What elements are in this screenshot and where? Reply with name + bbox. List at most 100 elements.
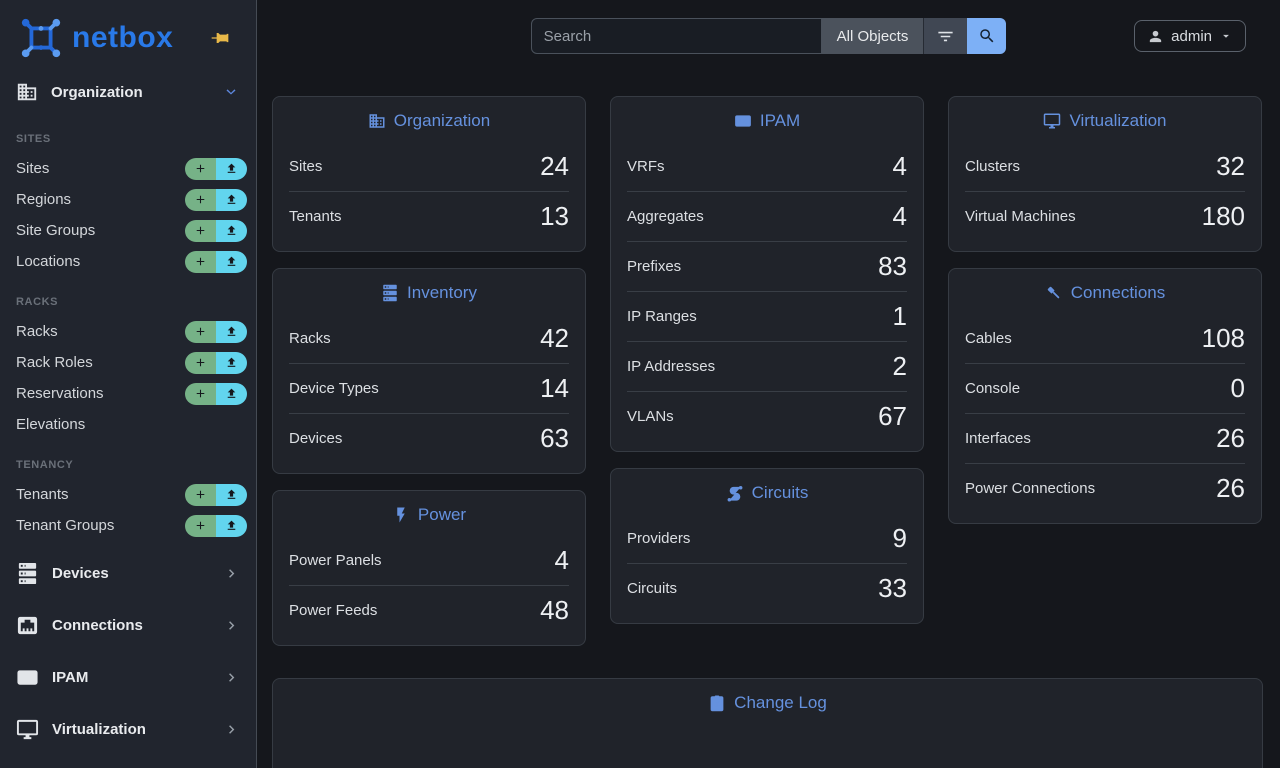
sidebar-item-site-groups: Site Groups: [0, 215, 256, 246]
card-circuits-header[interactable]: Circuits: [611, 469, 923, 511]
add-button[interactable]: [185, 219, 216, 242]
card-virtualization: Virtualization Clusters 32 Virtual Machi…: [948, 96, 1262, 252]
svg-text:12: 12: [738, 119, 746, 126]
card-inventory: Inventory Racks 42 Device Types 14 Devic…: [272, 268, 586, 474]
chevron-down-icon: [222, 83, 240, 101]
sidebar-section-tenancy: TENANCY Tenants Tenant Groups: [0, 453, 256, 541]
stat-row: Circuits 33: [627, 563, 907, 613]
filter-icon: [938, 31, 953, 41]
card-organization: Organization Sites 24 Tenants 13: [272, 96, 586, 252]
netbox-logo-icon: [21, 18, 61, 58]
search-input[interactable]: [530, 18, 822, 54]
sidebar-item-racks: Racks: [0, 316, 256, 347]
user-menu-button[interactable]: admin: [1134, 20, 1246, 52]
chevron-right-icon: [223, 721, 240, 738]
card-power-header[interactable]: Power: [273, 491, 585, 533]
card-inventory-header[interactable]: Inventory: [273, 269, 585, 311]
sidebar-item-locations: Locations: [0, 246, 256, 277]
clipboard-clock-icon: [708, 694, 726, 712]
card-ipam: 12 IPAM VRFs 4 Aggregates 4: [610, 96, 924, 452]
stat-row: Clusters 32: [965, 150, 1245, 181]
add-button[interactable]: [185, 351, 216, 374]
stat-row: Providers 9: [627, 522, 907, 553]
sidebar-section-racks: RACKS Racks Rack Roles Reservations Elev…: [0, 290, 256, 440]
counter-icon: 12: [734, 112, 752, 130]
sidebar-item-regions: Regions: [0, 184, 256, 215]
lightning-bolt-icon: [392, 506, 410, 524]
server-icon: [381, 284, 399, 302]
sidebar-item-sites: Sites: [0, 153, 256, 184]
sidebar-item-connections[interactable]: Connections: [0, 599, 256, 651]
stat-row: Virtual Machines 180: [965, 191, 1245, 241]
stat-row: Racks 42: [289, 322, 569, 353]
add-button[interactable]: [185, 157, 216, 180]
search-scope-button[interactable]: All Objects: [821, 18, 924, 54]
sidebar-item-elevations: Elevations: [16, 416, 86, 433]
stat-row: Console 0: [965, 363, 1245, 413]
sidebar-item-organization[interactable]: Organization: [0, 70, 256, 114]
card-changelog-header[interactable]: Change Log: [273, 679, 1262, 721]
import-button[interactable]: [216, 250, 247, 273]
stat-row: Power Feeds 48: [289, 585, 569, 635]
global-search: All Objects: [530, 18, 1007, 54]
card-connections-header[interactable]: Connections: [949, 269, 1261, 311]
stat-row: IP Ranges 1: [627, 291, 907, 341]
svg-text:12: 12: [21, 672, 31, 682]
import-button[interactable]: [216, 320, 247, 343]
chevron-right-icon: [223, 617, 240, 634]
stat-row: VRFs 4: [627, 150, 907, 181]
card-ipam-header[interactable]: 12 IPAM: [611, 97, 923, 139]
add-button[interactable]: [185, 382, 216, 405]
stat-row: Power Panels 4: [289, 544, 569, 575]
netbox-logo[interactable]: netbox: [18, 15, 173, 61]
stat-row: VLANs 67: [627, 391, 907, 441]
sidebar-item-reservations: Reservations: [0, 378, 256, 409]
sidebar-item-devices[interactable]: Devices: [0, 547, 256, 599]
add-button[interactable]: [185, 188, 216, 211]
stat-row: Prefixes 83: [627, 241, 907, 291]
sidebar-item-ipam[interactable]: 12 IPAM: [0, 651, 256, 703]
search-button[interactable]: [967, 18, 1007, 54]
sidebar-item-rack-roles: Rack Roles: [0, 347, 256, 378]
chevron-right-icon: [223, 565, 240, 582]
filter-button[interactable]: [923, 18, 968, 54]
counter-icon: 12: [16, 666, 39, 689]
sidebar-item-tenants: Tenants: [0, 479, 256, 510]
caret-down-icon: [1219, 29, 1233, 43]
stat-row: Sites 24: [289, 150, 569, 181]
import-button[interactable]: [216, 157, 247, 180]
building-icon: [16, 81, 38, 103]
pin-sidebar-icon[interactable]: [210, 28, 230, 48]
card-virtualization-header[interactable]: Virtualization: [949, 97, 1261, 139]
chevron-right-icon: [223, 669, 240, 686]
card-power: Power Power Panels 4 Power Feeds 48: [272, 490, 586, 646]
search-icon: [980, 29, 994, 43]
card-organization-header[interactable]: Organization: [273, 97, 585, 139]
import-button[interactable]: [216, 351, 247, 374]
import-button[interactable]: [216, 188, 247, 211]
card-circuits: Circuits Providers 9 Circuits 33: [610, 468, 924, 624]
add-button[interactable]: [185, 250, 216, 273]
stat-row: Cables 108: [965, 322, 1245, 353]
add-button[interactable]: [185, 483, 216, 506]
sidebar-item-virtualization[interactable]: Virtualization: [0, 703, 256, 755]
import-button[interactable]: [216, 219, 247, 242]
building-icon: [368, 112, 386, 130]
stat-row: Interfaces 26: [965, 413, 1245, 463]
add-button[interactable]: [185, 514, 216, 537]
cable-icon: [1045, 284, 1063, 302]
user-name: admin: [1171, 27, 1212, 45]
import-button[interactable]: [216, 382, 247, 405]
sidebar-menus: Devices Connections 12 IPAM: [0, 547, 256, 755]
sidebar-section-sites: SITES Sites Regions Site Groups Location…: [0, 127, 256, 277]
add-button[interactable]: [185, 320, 216, 343]
ethernet-icon: [16, 614, 39, 637]
stat-row: Aggregates 4: [627, 191, 907, 241]
import-button[interactable]: [216, 483, 247, 506]
import-button[interactable]: [216, 514, 247, 537]
stat-row: Device Types 14: [289, 363, 569, 413]
section-title: TENANCY: [16, 459, 74, 471]
circuit-route-icon: [726, 484, 744, 502]
sidebar-item-label: Organization: [51, 83, 143, 101]
card-connections: Connections Cables 108 Console 0 Interfa…: [948, 268, 1262, 524]
